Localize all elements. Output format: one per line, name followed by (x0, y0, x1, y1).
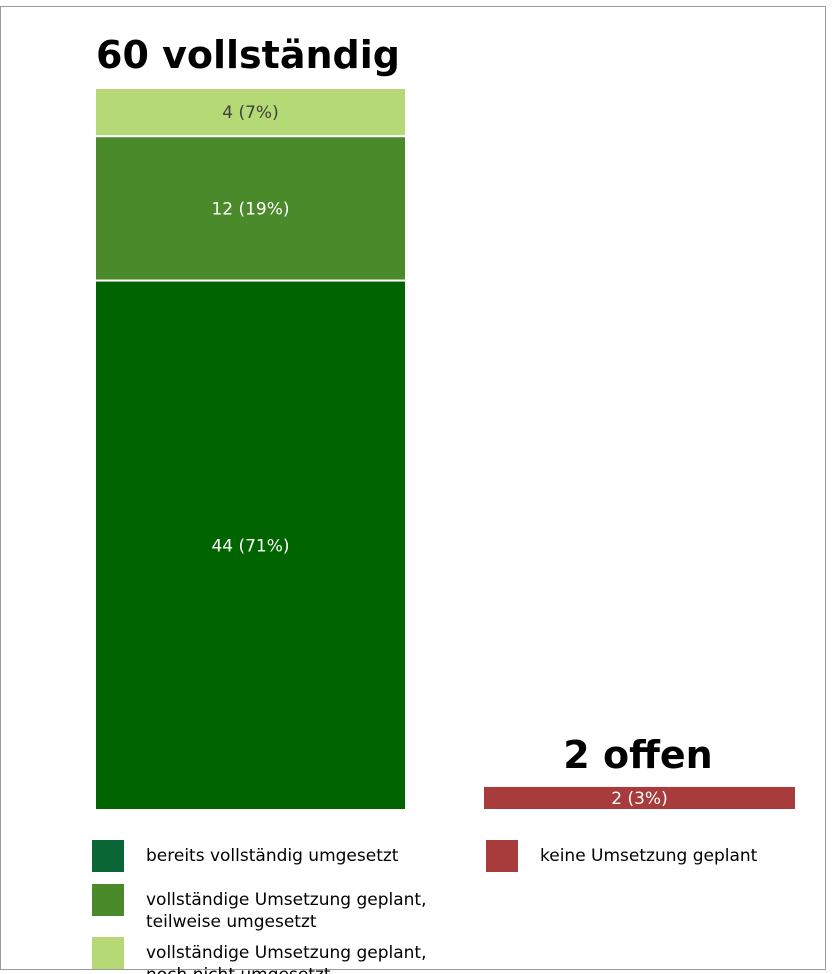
legend-label-2-0: vollständige Umsetzung geplant, (146, 943, 426, 963)
legend-swatch-0 (92, 840, 124, 872)
group-title-open: 2 offen (563, 733, 712, 777)
legend-swatch-2 (92, 937, 124, 969)
legend-swatch-1 (92, 884, 124, 916)
data-label-1-0: 2 (3%) (611, 789, 667, 809)
group-title-complete: 60 vollständig (96, 33, 400, 77)
legend-label-0-0: bereits vollständig umgesetzt (146, 846, 399, 866)
legend-label-2-1: noch nicht umgesetzt (146, 965, 331, 974)
legend-swatch-3 (486, 840, 518, 872)
data-label-0-0: 44 (71%) (211, 536, 289, 556)
legend-label-1-1: teilweise umgesetzt (146, 912, 317, 932)
legend-label-1-0: vollständige Umsetzung geplant, (146, 890, 426, 910)
legend: bereits vollständig umgesetzt vollständig… (92, 840, 758, 974)
data-label-0-1: 12 (19%) (211, 199, 289, 219)
legend-label-3-0: keine Umsetzung geplant (540, 846, 758, 866)
data-label-0-2: 4 (7%) (222, 103, 278, 123)
